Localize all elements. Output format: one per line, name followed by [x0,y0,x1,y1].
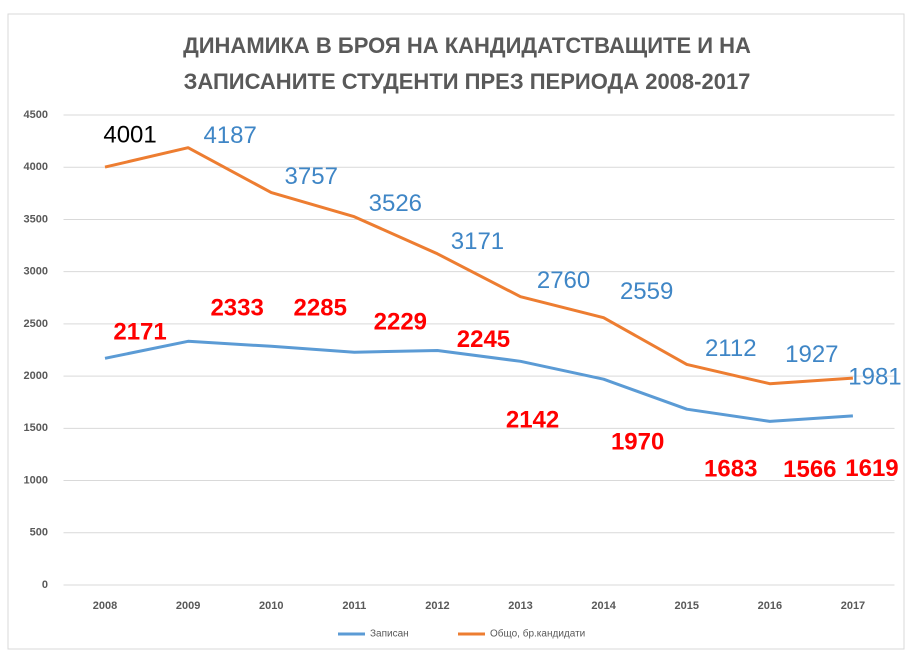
data-label: 1927 [785,341,838,368]
data-label: 3757 [285,163,338,190]
data-label: 1683 [704,456,757,483]
data-label: 2229 [374,309,427,336]
x-tick-label: 2014 [591,600,616,612]
x-tick-label: 2015 [675,600,699,612]
data-label: 3526 [369,190,422,217]
y-tick-label: 4000 [24,161,48,173]
data-label: 1566 [783,456,836,483]
legend-label: Записан [370,629,409,640]
data-label: 1970 [611,429,664,456]
y-tick-label: 500 [30,527,48,539]
y-tick-label: 1500 [24,422,48,434]
data-label: 1619 [845,455,898,482]
legend-label: Общо, бр.кандидати [490,628,585,640]
data-label: 2142 [506,407,559,434]
data-label: 2245 [457,326,510,353]
chart-title: ЗАПИСАНИТЕ СТУДЕНТИ ПРЕЗ ПЕРИОДА 2008-20… [184,69,751,94]
data-label: 2112 [705,335,757,362]
y-tick-label: 3000 [24,266,48,278]
chart-border [7,13,905,650]
y-tick-label: 3500 [24,213,48,225]
y-tick-label: 2500 [24,318,48,330]
data-label: 1981 [848,363,901,390]
data-label: 2333 [210,295,263,322]
x-tick-label: 2011 [342,600,366,612]
data-label: 2559 [620,278,673,305]
data-label: 4001 [103,121,156,148]
series-line [104,339,853,423]
x-tick-label: 2010 [259,600,283,612]
data-label: 2760 [537,267,590,294]
data-label: 4187 [203,122,256,149]
chart-title: ДИНАМИКА В БРОЯ НА КАНДИДАТСТВАЩИТЕ И НА [183,33,751,58]
data-label: 2171 [113,319,166,346]
x-tick-label: 2017 [841,600,865,612]
x-tick-label: 2009 [176,600,200,612]
x-tick-label: 2013 [508,600,532,612]
data-label: 3171 [451,228,504,255]
y-tick-label: 1000 [24,474,48,486]
x-tick-label: 2012 [425,600,449,612]
data-label: 2285 [294,295,347,322]
y-tick-label: 0 [42,579,48,591]
x-tick-label: 2008 [93,600,117,612]
y-tick-label: 4500 [24,109,48,121]
y-tick-label: 2000 [24,370,48,382]
x-tick-label: 2016 [758,600,782,612]
series-line [104,146,854,386]
